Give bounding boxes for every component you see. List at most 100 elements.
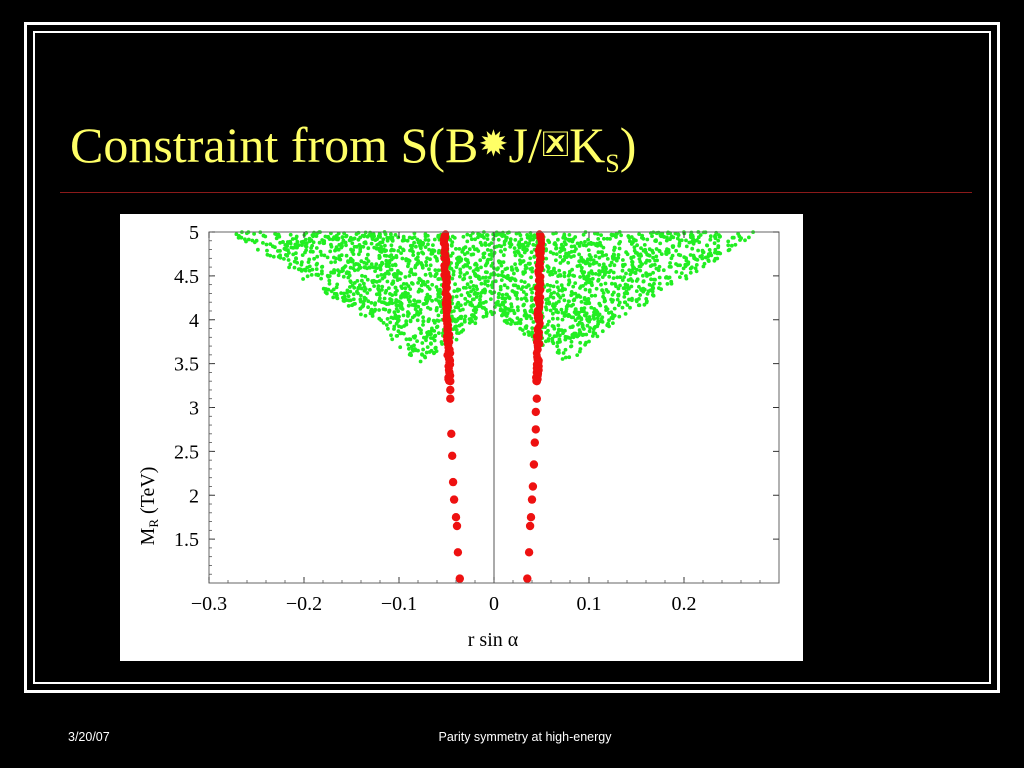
allowed-point: [609, 310, 614, 315]
allowed-point: [499, 278, 504, 282]
allowed-point: [374, 262, 379, 267]
allowed-point: [454, 328, 459, 332]
allowed-point: [378, 240, 383, 245]
allowed-point: [579, 255, 584, 260]
allowed-point: [598, 240, 602, 245]
allowed-point: [473, 310, 478, 315]
allowed-point: [551, 302, 556, 307]
allowed-point: [515, 296, 520, 301]
allowed-point: [587, 288, 592, 293]
allowed-point: [385, 279, 390, 284]
allowed-point: [489, 264, 494, 268]
allowed-point: [385, 317, 390, 321]
allowed-point: [519, 287, 524, 291]
allowed-point: [566, 335, 571, 340]
allowed-point: [624, 290, 628, 295]
allowed-point: [369, 241, 374, 246]
allowed-point: [463, 296, 468, 301]
y-tick-label: 2.5: [174, 441, 199, 463]
allowed-point: [336, 237, 340, 242]
allowed-point: [605, 257, 610, 261]
allowed-point: [690, 265, 694, 270]
allowed-point: [564, 251, 568, 256]
allowed-point: [554, 334, 559, 338]
allowed-point: [294, 236, 298, 241]
allowed-point: [726, 239, 731, 244]
allowed-point: [265, 248, 269, 253]
allowed-point: [408, 294, 412, 299]
allowed-point: [567, 299, 571, 304]
allowed-point: [435, 324, 440, 329]
allowed-point: [473, 305, 477, 310]
allowed-point: [567, 233, 572, 237]
scatter-chart: −0.3 −0.2 −0.1 0 0.1 0.2 1.5 2 2.5 3 3.5 4 4.5 5 r si…: [120, 214, 803, 661]
allowed-point: [530, 269, 535, 274]
allowed-point: [489, 297, 493, 301]
allowed-point: [495, 232, 499, 237]
allowed-point: [604, 270, 609, 275]
allowed-point: [645, 237, 650, 242]
allowed-point: [568, 237, 573, 242]
allowed-point: [432, 334, 437, 339]
allowed-point: [702, 261, 707, 266]
allowed-point: [562, 271, 567, 275]
allowed-point: [416, 281, 420, 285]
allowed-point: [554, 258, 558, 263]
allowed-point: [597, 255, 602, 260]
allowed-point: [747, 235, 751, 240]
allowed-point: [449, 254, 453, 258]
allowed-point: [463, 314, 468, 319]
allowed-point: [667, 275, 672, 280]
allowed-point: [616, 256, 621, 260]
allowed-point: [630, 279, 635, 283]
allowed-point: [556, 293, 561, 298]
allowed-point: [567, 355, 572, 360]
allowed-point: [555, 280, 559, 284]
allowed-point: [593, 312, 598, 317]
allowed-point: [311, 249, 315, 254]
allowed-point: [701, 250, 706, 255]
allowed-point: [513, 278, 518, 283]
allowed-point: [299, 240, 304, 244]
allowed-point: [667, 264, 672, 269]
allowed-point: [547, 288, 552, 292]
allowed-point: [455, 302, 460, 307]
allowed-point: [647, 259, 652, 263]
allowed-point: [400, 286, 404, 290]
allowed-point: [360, 278, 364, 283]
allowed-point: [712, 241, 717, 246]
allowed-point: [545, 283, 550, 287]
allowed-point: [463, 252, 467, 257]
allowed-point: [449, 266, 454, 271]
allowed-point: [471, 244, 476, 249]
allowed-point: [318, 249, 323, 254]
allowed-point: [712, 258, 717, 263]
allowed-point: [379, 244, 383, 249]
constraint-point: [532, 394, 541, 403]
allowed-point: [618, 275, 623, 280]
allowed-point: [412, 298, 416, 303]
allowed-point: [600, 253, 605, 258]
allowed-point: [412, 335, 417, 340]
allowed-point: [283, 243, 288, 247]
allowed-point: [559, 307, 564, 312]
allowed-point: [631, 255, 636, 259]
allowed-point: [550, 336, 555, 341]
allowed-point: [577, 252, 581, 257]
allowed-point: [380, 288, 384, 292]
allowed-point: [420, 352, 424, 357]
allowed-point: [547, 300, 551, 305]
allowed-point: [522, 280, 527, 284]
allowed-point: [252, 232, 256, 236]
allowed-point: [440, 342, 444, 346]
allowed-point: [452, 289, 457, 293]
allowed-point: [577, 244, 582, 248]
allowed-point: [380, 276, 385, 281]
allowed-point: [349, 237, 354, 242]
allowed-point: [604, 253, 609, 257]
allowed-point: [351, 292, 356, 297]
allowed-point: [427, 267, 431, 272]
allowed-point: [599, 233, 603, 237]
allowed-point: [420, 341, 425, 345]
allowed-point: [519, 317, 523, 322]
